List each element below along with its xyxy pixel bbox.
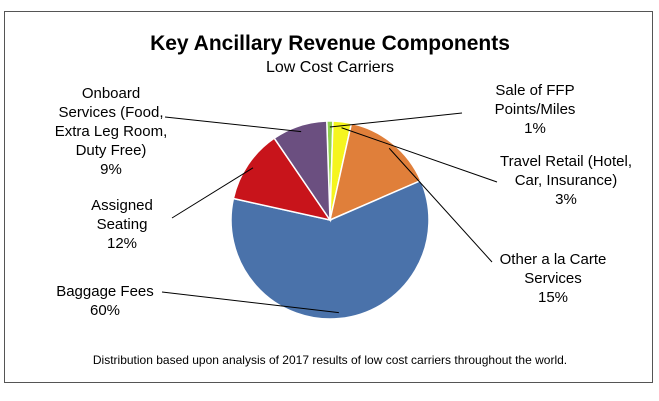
- slice-value-label: 3%: [555, 191, 577, 208]
- slice-value-label: 15%: [538, 289, 568, 306]
- slice-value-label: 9%: [100, 161, 122, 178]
- slice-category-label: Other a la Carte: [500, 251, 607, 268]
- slice-category-label: Extra Leg Room,: [55, 123, 168, 140]
- slice-category-label: Baggage Fees: [56, 283, 154, 300]
- leader-line: [171, 167, 254, 219]
- slice-value-label: 60%: [90, 302, 120, 319]
- pie-slice: [232, 137, 332, 222]
- slice-category-label: Onboard: [82, 85, 140, 102]
- slice-category-label: Services: [524, 270, 582, 287]
- leader-line: [329, 112, 463, 128]
- chart-subtitle: Low Cost Carriers: [266, 59, 394, 76]
- leader-line: [341, 127, 498, 183]
- leader-line: [164, 116, 302, 133]
- slice-value-label: 12%: [107, 235, 137, 252]
- leader-line: [161, 291, 339, 314]
- slice-category-label: Assigned: [91, 197, 153, 214]
- leader-lines: [161, 112, 498, 314]
- slice-category-label: Points/Miles: [495, 101, 576, 118]
- slice-category-label: Duty Free): [76, 142, 147, 159]
- pie-slice: [230, 179, 430, 320]
- slice-category-label: Seating: [97, 216, 148, 233]
- pie-slice: [273, 120, 331, 223]
- leader-line: [388, 147, 493, 263]
- chart-title: Key Ancillary Revenue Components: [150, 32, 510, 55]
- slice-labels: Sale of FFP Points/Miles 1% Travel Retail (…: [55, 82, 632, 319]
- pie-slices: [230, 120, 430, 320]
- pie-slice: [328, 122, 422, 222]
- slice-category-label: Travel Retail (Hotel,: [500, 153, 632, 170]
- slice-category-label: Car, Insurance): [515, 172, 618, 189]
- slice-value-label: 1%: [524, 120, 546, 137]
- slice-category-label: Sale of FFP: [495, 82, 574, 99]
- slice-category-label: Services (Food,: [58, 104, 163, 121]
- chart-footnote: Distribution based upon analysis of 2017…: [93, 353, 567, 367]
